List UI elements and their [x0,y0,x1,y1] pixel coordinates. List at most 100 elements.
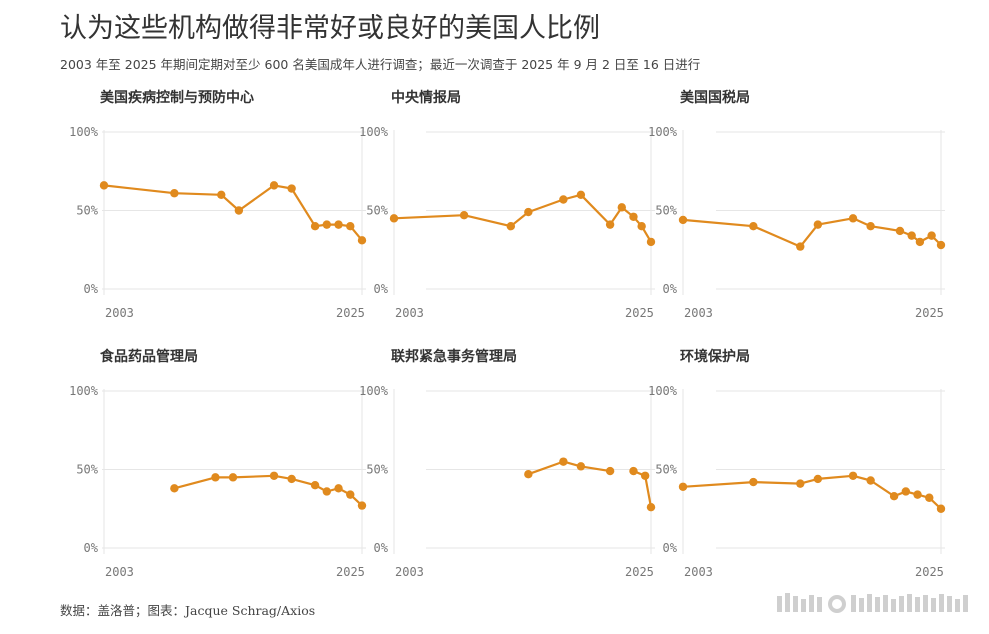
x-tick-label: 2003 [395,306,424,320]
data-point [559,195,568,204]
panel-title: 美国国税局 [680,89,750,106]
y-tick-label: 100% [69,125,99,139]
data-point [895,226,905,236]
data-point [889,491,899,501]
chart-panel: 联邦紧急事务管理局 0% 50% 100% 2003 2025 [359,348,656,579]
page-subtitle: 2003 年至 2025 年期间定期对至少 600 名美国成年人进行调查；最近一… [60,57,701,72]
data-point [322,220,332,229]
y-tick-label: 100% [69,384,99,398]
data-point [866,476,875,485]
data-point [99,181,109,190]
y-tick-label: 100% [359,384,389,398]
y-tick-label: 50% [76,204,98,218]
data-point [334,484,343,493]
chart-panel: 美国疾病控制与预防中心 0% 50% 100% 2003 2025 [69,89,367,320]
data-point [936,240,946,250]
panel-title: 中央情报局 [391,89,461,106]
data-point [346,490,355,499]
data-point [813,220,823,229]
data-point [211,473,220,482]
data-point [269,181,279,190]
data-point [389,214,399,223]
data-point [524,470,533,479]
data-point [646,502,656,512]
data-point [310,222,320,231]
y-tick-label: 50% [655,463,677,477]
page-title: 认为这些机构做得非常好或良好的美国人比例 [60,13,600,44]
data-point [170,189,179,198]
x-tick-label: 2025 [336,565,365,579]
data-point [796,479,805,488]
x-tick-label: 2003 [105,565,134,579]
data-point [576,462,586,471]
data-point [678,482,688,491]
data-point [605,466,615,476]
data-point [813,474,823,484]
data-point [637,222,646,231]
y-tick-label: 100% [359,125,389,139]
data-point [357,501,367,510]
x-tick-label: 2025 [915,306,944,320]
y-tick-label: 50% [366,463,388,477]
data-point [524,207,533,217]
data-point [617,203,626,212]
y-tick-label: 0% [84,282,99,296]
data-point [629,212,638,221]
y-tick-label: 0% [84,541,99,555]
data-point [576,190,586,199]
data-point [459,211,469,220]
data-point [913,490,922,499]
data-point [234,206,244,215]
data-point [866,222,875,231]
data-point [217,190,226,199]
data-point [357,236,367,245]
x-tick-label: 2003 [395,565,424,579]
series-line [174,474,363,507]
series-line [103,184,363,242]
source-footer: 数据：盖洛普；图表：Jacque Schrag/Axios [60,603,316,618]
y-tick-label: 50% [655,204,677,218]
x-tick-label: 2025 [915,565,944,579]
data-point [334,220,343,229]
watermark-logo [777,593,968,613]
data-point [629,466,638,476]
data-point [925,493,934,502]
data-point [678,215,688,225]
panel-title: 联邦紧急事务管理局 [391,348,517,365]
y-tick-label: 100% [648,125,678,139]
chart-panel: 美国国税局 0% 50% 100% 2003 2025 [648,89,946,320]
data-point [848,471,858,480]
x-tick-label: 2025 [336,306,365,320]
panel-title: 美国疾病控制与预防中心 [100,89,254,106]
data-point [848,214,858,223]
y-tick-label: 50% [366,204,388,218]
x-tick-label: 2003 [105,306,134,320]
y-tick-label: 0% [374,282,389,296]
y-tick-label: 0% [374,541,389,555]
y-tick-label: 0% [663,282,678,296]
y-tick-label: 0% [663,541,678,555]
data-point [915,237,925,247]
data-point [287,184,296,193]
data-point [322,487,332,496]
panel-title: 食品药品管理局 [100,348,198,365]
chart-panel: 环境保护局 0% 50% 100% 2003 2025 [648,348,946,579]
data-point [506,222,516,231]
data-point [559,457,568,466]
data-point [796,242,805,251]
data-point [927,231,936,240]
data-point [640,471,650,480]
data-point [605,220,615,229]
x-tick-label: 2025 [625,306,654,320]
data-point [269,471,279,480]
data-point [749,477,758,487]
chart-panel: 中央情报局 0% 50% 100% 2003 2025 [359,89,656,320]
chart-panel: 食品药品管理局 0% 50% 100% 2003 2025 [69,348,367,579]
data-point [749,222,758,231]
data-point [287,474,296,484]
y-tick-label: 50% [76,463,98,477]
x-tick-label: 2025 [625,565,654,579]
series-line [393,193,652,243]
panel-title: 环境保护局 [680,348,750,365]
